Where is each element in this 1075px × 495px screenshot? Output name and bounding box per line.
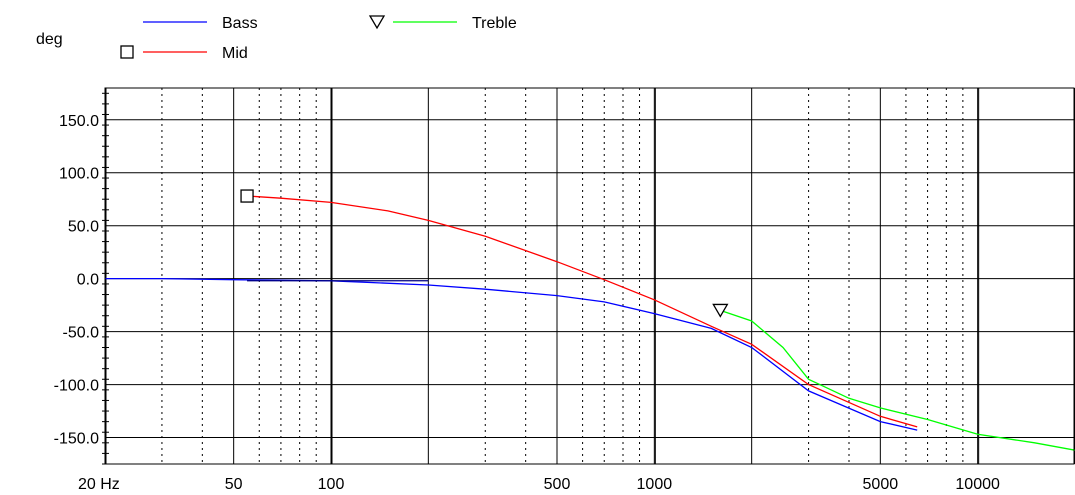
y-tick-label: -150.0 <box>54 431 99 448</box>
x-tick-label: 100 <box>318 476 345 493</box>
legend-label: Bass <box>222 15 258 32</box>
legend: Bass Mid Treble <box>120 15 517 62</box>
series-layer <box>105 195 1075 451</box>
y-axis-label: deg <box>36 31 63 48</box>
y-tick-label: 0.0 <box>77 272 99 289</box>
legend-label: Treble <box>472 15 517 32</box>
legend-label: Mid <box>222 45 248 62</box>
x-tick-label: 50 <box>225 476 243 493</box>
x-tick-label: 20 Hz <box>78 476 120 493</box>
legend-marker-mid <box>120 45 134 59</box>
grid <box>102 88 1075 465</box>
y-tick-label: 150.0 <box>59 113 99 130</box>
legend-marker-treble <box>368 15 386 30</box>
x-tick-labels: 20 Hz 50 100 500 1000 5000 10000 <box>78 476 1000 493</box>
series-line-mid <box>247 195 918 428</box>
marker-treble <box>712 303 729 318</box>
y-tick-label: 100.0 <box>59 166 99 183</box>
series-line-treble <box>720 309 1075 451</box>
plot-frame <box>104 87 1075 465</box>
x-tick-label: 10000 <box>955 476 1000 493</box>
y-tick-label: -100.0 <box>54 378 99 395</box>
x-tick-label: 5000 <box>863 476 899 493</box>
series-line-bass <box>105 277 918 431</box>
markers <box>240 189 729 318</box>
y-tick-label: 50.0 <box>68 219 99 236</box>
legend-entry-mid: Mid <box>120 45 248 62</box>
x-tick-label: 1000 <box>637 476 673 493</box>
x-tick-label: 500 <box>544 476 571 493</box>
y-tick-label: -50.0 <box>63 325 100 342</box>
legend-entry-bass: Bass <box>143 15 258 32</box>
y-tick-labels: 150.0 100.0 50.0 0.0 -50.0 -100.0 -150.0 <box>54 113 99 448</box>
legend-entry-treble: Treble <box>368 15 517 32</box>
marker-mid <box>240 189 254 203</box>
